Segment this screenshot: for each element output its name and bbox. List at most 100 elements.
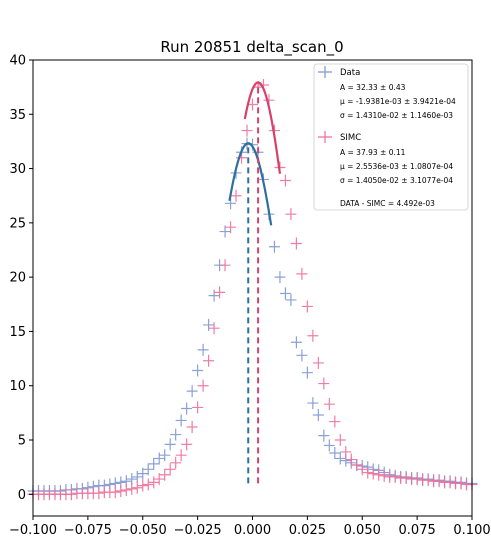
data-point: [197, 379, 209, 392]
data-point: [290, 237, 302, 250]
x-tick-label: −0.075: [64, 523, 112, 538]
data-point: [131, 481, 143, 494]
data-point: [170, 428, 182, 441]
data-point: [175, 449, 187, 462]
data-point: [214, 286, 226, 299]
data-point: [186, 385, 198, 398]
data-point: [285, 293, 297, 306]
legend: Data A = 32.33 ± 0.43 μ = -1.9381e-03 ± 3.…: [313, 63, 469, 211]
data-point: [422, 474, 434, 487]
data-point: [318, 429, 330, 442]
legend-stat: μ = -1.9381e-03 ± 3.9421e-04: [340, 97, 456, 106]
data-point: [225, 221, 237, 234]
data-point: [334, 434, 346, 446]
data-point: [65, 488, 77, 501]
legend-stat: A = 32.33 ± 0.43: [340, 83, 406, 92]
data-point: [164, 463, 176, 476]
data-point: [378, 469, 390, 482]
data-point: [296, 267, 308, 280]
legend-stat: μ = 2.5536e-03 ± 1.0807e-04: [340, 162, 453, 171]
legend-stat: A = 37.93 ± 0.11: [340, 148, 406, 157]
data-point: [93, 487, 105, 500]
x-tick-label: 0.025: [289, 523, 326, 538]
data-point: [186, 420, 198, 433]
data-point: [268, 240, 280, 253]
y-tick-label: 40: [9, 54, 26, 69]
data-point: [433, 475, 445, 488]
data-point: [455, 477, 467, 490]
y-tick-label: 20: [9, 271, 26, 286]
data-point: [159, 468, 171, 481]
y-tick-label: 10: [9, 379, 26, 394]
data-point: [329, 415, 341, 428]
data-point: [312, 356, 324, 369]
x-tick-label: −0.025: [174, 523, 222, 538]
data-point: [148, 457, 160, 470]
data-point: [131, 470, 143, 483]
data-point: [148, 476, 160, 489]
data-point: [241, 124, 253, 137]
x-tick-label: 0.100: [453, 523, 490, 538]
x-tick-label: 0.050: [344, 523, 381, 538]
data-point: [208, 322, 220, 335]
data-point: [142, 478, 154, 491]
data-point: [444, 476, 456, 489]
legend-label-simc: SIMC: [340, 133, 361, 143]
data-point: [307, 329, 319, 342]
x-tick-label: −0.050: [119, 523, 167, 538]
data-point: [301, 300, 313, 313]
data-point: [323, 439, 335, 452]
data-point: [159, 449, 171, 462]
data-point: [170, 456, 182, 469]
data-point: [290, 336, 302, 349]
data-point: [362, 466, 374, 479]
y-tick-label: 25: [9, 216, 26, 231]
data-point: [230, 189, 242, 202]
fit-curve-data: [228, 142, 273, 226]
plot-area: −0.100 −0.075 −0.050 −0.025 0.000 0.025 0.050 0…: [9, 54, 491, 539]
data-point: [142, 463, 154, 476]
data-point: [192, 364, 204, 377]
legend-stat: σ = 1.4310e-02 ± 1.1460e-03: [340, 111, 453, 120]
chart-title: Run 20851 delta_scan_0: [160, 38, 343, 57]
data-point: [318, 377, 330, 390]
legend-box: [313, 63, 469, 211]
data-point: [192, 401, 204, 414]
legend-footer: DATA - SIMC = 4.492e-03: [340, 199, 435, 208]
data-point: [208, 289, 220, 302]
y-tick-label: 30: [9, 162, 26, 177]
data-point: [312, 409, 324, 422]
data-point: [389, 470, 401, 483]
y-tick-label: 15: [9, 325, 26, 340]
data-point: [203, 354, 215, 367]
data-point: [367, 467, 379, 480]
data-point: [296, 349, 308, 362]
data-point: [197, 343, 209, 356]
data-point: [334, 452, 346, 465]
legend-label-data: Data: [340, 68, 360, 78]
data-point: [356, 463, 368, 476]
data-point: [120, 483, 132, 496]
data-point: [153, 452, 165, 465]
data-point: [340, 445, 352, 458]
x-tick-label: 0.000: [234, 523, 271, 538]
data-point: [307, 397, 319, 410]
data-point: [175, 414, 187, 427]
data-point: [345, 453, 357, 466]
legend-marker-data: [318, 66, 332, 78]
data-point: [411, 473, 423, 486]
data-point: [373, 468, 385, 481]
x-tick-label: −0.100: [9, 523, 57, 538]
data-point: [115, 485, 127, 498]
data-point: [181, 402, 193, 415]
data-point: [400, 472, 412, 484]
data-point: [203, 318, 215, 331]
data-point: [323, 398, 335, 411]
data-point: [219, 259, 231, 272]
y-tick-label: 5: [18, 434, 26, 449]
y-tick-label: 35: [9, 108, 26, 123]
data-point: [137, 479, 149, 492]
x-tick-label: 0.075: [399, 523, 436, 538]
y-tick-label: 0: [18, 488, 26, 503]
